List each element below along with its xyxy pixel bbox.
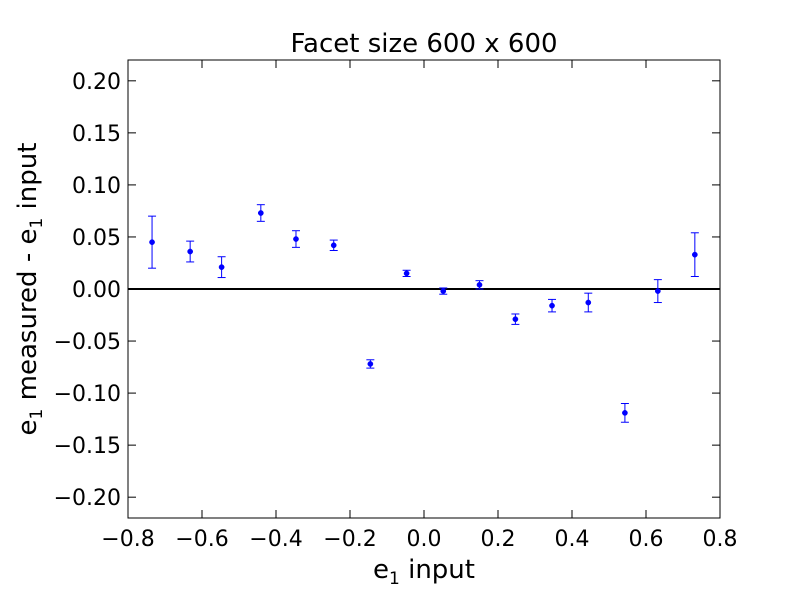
data-point bbox=[293, 236, 299, 242]
x-tick-label: 0.0 bbox=[407, 527, 442, 552]
x-tick-label: 0.2 bbox=[481, 527, 516, 552]
y-tick-label: −0.10 bbox=[54, 382, 121, 407]
y-tick-label: 0.00 bbox=[72, 278, 121, 303]
data-point bbox=[440, 288, 447, 294]
y-tick-label: 0.20 bbox=[72, 70, 121, 95]
y-tick-label: 0.05 bbox=[72, 226, 121, 251]
data-point bbox=[367, 361, 374, 367]
y-tick-label: −0.05 bbox=[54, 330, 121, 355]
x-tick-label: −0.4 bbox=[249, 527, 302, 552]
data-point bbox=[691, 251, 698, 258]
data-point bbox=[512, 316, 519, 323]
data-point bbox=[403, 270, 410, 277]
data-point bbox=[476, 281, 483, 288]
data-point bbox=[330, 242, 337, 249]
x-tick-label: −0.6 bbox=[175, 527, 228, 552]
x-tick-label: −0.2 bbox=[323, 527, 376, 552]
data-point bbox=[585, 299, 592, 306]
y-tick-label: −0.20 bbox=[54, 486, 121, 511]
x-tick-label: 0.6 bbox=[629, 527, 664, 552]
data-point bbox=[149, 239, 155, 246]
x-tick-label: −0.8 bbox=[101, 527, 154, 552]
y-tick-label: 0.10 bbox=[72, 174, 121, 199]
y-axis-label: e1 measured - e1 input bbox=[13, 143, 47, 436]
x-tick-label: 0.4 bbox=[555, 527, 590, 552]
x-tick-label: 0.8 bbox=[703, 527, 738, 552]
x-axis-label: e1 input bbox=[373, 555, 475, 589]
data-point bbox=[622, 410, 628, 416]
y-tick-label: −0.15 bbox=[54, 434, 121, 459]
data-point bbox=[654, 288, 661, 294]
data-point bbox=[218, 264, 225, 270]
chart-title: Facet size 600 x 600 bbox=[290, 29, 557, 59]
data-point bbox=[257, 210, 264, 216]
data-point bbox=[549, 302, 555, 309]
y-tick-label: 0.15 bbox=[72, 122, 121, 147]
data-point bbox=[187, 248, 194, 255]
